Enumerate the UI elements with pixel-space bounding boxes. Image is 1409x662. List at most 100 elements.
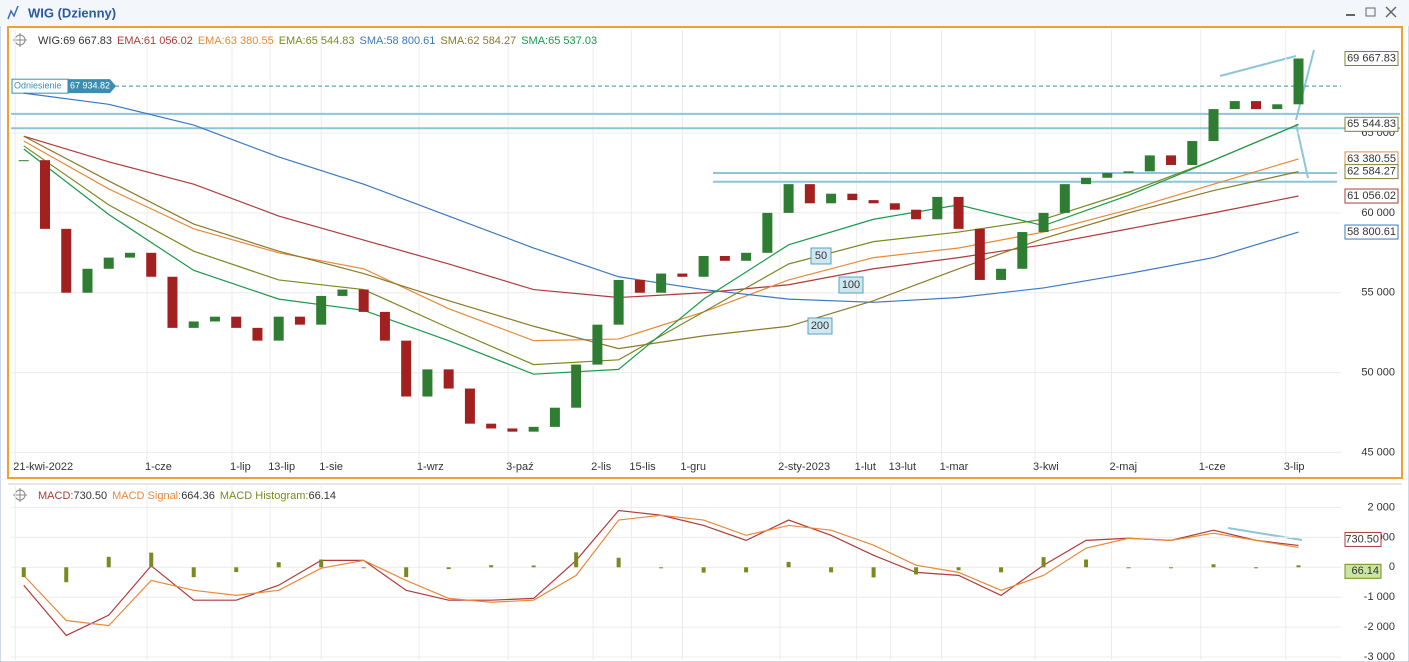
legend-name: SMA: (360, 35, 387, 47)
y-tick-label: 50 000 (1361, 366, 1395, 378)
candle-body (677, 273, 688, 277)
histogram-bar (999, 567, 1004, 573)
histogram-bar (1254, 567, 1259, 569)
candle-body (146, 252, 157, 277)
x-tick-label: 15-lis (629, 461, 656, 473)
x-tick-label: 13-lut (889, 461, 917, 473)
histogram-bar (616, 557, 621, 568)
ma-period-label: 50 (815, 250, 827, 262)
x-tick-label: 2-sty-2023 (778, 461, 830, 473)
histogram-bar (701, 567, 706, 573)
legend-name: MACD: (38, 490, 73, 502)
y-tick-label: 45 000 (1361, 446, 1395, 458)
close-button[interactable] (1385, 6, 1397, 18)
histogram-bar (744, 567, 749, 573)
macd-line (23, 514, 1299, 627)
x-tick-label: 2-maj (1110, 461, 1138, 473)
moving-average-line (23, 135, 1299, 350)
legend: WIG:69 667.83 EMA:61 056.02 EMA:63 380.55 E… (38, 35, 597, 47)
candle-body (1144, 155, 1155, 172)
x-tick-label: 1-mar (940, 461, 969, 473)
histogram-bar (319, 559, 324, 568)
legend-name: SMA: (521, 35, 548, 47)
candle-body (252, 327, 263, 341)
ma-period-label: 100 (842, 279, 860, 291)
axis-value-label: 66.14 (1351, 565, 1379, 577)
x-tick-label: 1-cze (145, 461, 172, 473)
candle-body (549, 407, 560, 427)
window-title: WIG (Dzienny) (28, 5, 116, 20)
candle-body (719, 256, 730, 261)
x-tick-label: 2-lis (591, 461, 612, 473)
histogram-bar (1211, 564, 1216, 568)
histogram-bar (106, 556, 111, 568)
candle-body (82, 268, 93, 293)
candle-body (996, 268, 1007, 280)
axis-value-tag (1344, 224, 1399, 240)
axis-value-tag (1344, 164, 1399, 180)
candle-body (124, 252, 135, 258)
histogram-bar (829, 567, 834, 573)
candle-body (1038, 212, 1049, 233)
candle-body (507, 428, 518, 432)
candle-body (698, 256, 709, 277)
candle-body (1017, 232, 1028, 269)
moving-average-line (23, 135, 1299, 299)
axis-value-label: 61 056.02 (1347, 190, 1396, 202)
candle-body (209, 316, 220, 322)
axis-value-label: 730.50 (1345, 533, 1379, 545)
candle-body (656, 273, 667, 293)
x-tick-label: 1-lut (855, 461, 876, 473)
x-tick-label: 1-cze (1199, 461, 1226, 473)
axis-value-label: 65 544.83 (1347, 118, 1396, 130)
legend-value: 58 800.61 (386, 35, 435, 47)
candle-body (1102, 172, 1113, 178)
reference-label: Odniesienie (14, 81, 62, 91)
y-tick-label: -1 000 (1364, 591, 1395, 603)
x-tick-label: 3-kwi (1033, 461, 1059, 473)
candle-body (1272, 104, 1283, 110)
histogram-bar (191, 567, 196, 578)
axis-value-label: 62 584.27 (1347, 166, 1396, 178)
legend-value: 66.14 (308, 490, 336, 502)
ma-period-tag (838, 276, 864, 294)
candle-body (741, 252, 752, 261)
restore-button[interactable] (1365, 7, 1376, 17)
candle-body (337, 289, 348, 296)
histogram-bar (489, 565, 494, 568)
candle-body (1293, 58, 1304, 105)
candle-body (358, 289, 369, 312)
candle-body (1081, 177, 1092, 185)
candle-body (613, 279, 624, 325)
axis-value-tag (1344, 563, 1382, 579)
candle-body (103, 257, 114, 269)
axis-value-tag (1344, 116, 1399, 132)
candle-body (231, 316, 242, 328)
reference-value: 67 934.82 (70, 81, 110, 91)
candle-body (39, 160, 50, 229)
histogram-bar (659, 567, 664, 569)
candle-body (762, 212, 773, 253)
legend-name: SMA: (440, 35, 467, 47)
axis-value-label: 63 380.55 (1347, 153, 1396, 165)
chart-icon (7, 5, 19, 20)
y-tick-label: -2 000 (1364, 621, 1395, 633)
legend-value: 62 584.27 (467, 35, 516, 47)
histogram-bar (149, 552, 154, 568)
candle-body (379, 311, 390, 341)
histogram-bar (786, 561, 791, 568)
candle-body (273, 316, 284, 341)
y-tick-label: 60 000 (1361, 207, 1395, 219)
legend-name: EMA: (198, 35, 225, 47)
histogram-bar (574, 552, 579, 568)
legend-value: 65 537.03 (548, 35, 597, 47)
candle-body (188, 321, 199, 328)
minimize-button[interactable] (1346, 14, 1355, 16)
candle-body (1251, 101, 1262, 110)
candle-body (592, 324, 603, 365)
candle-body (422, 369, 433, 397)
histogram-bar (1296, 565, 1301, 568)
candle-body (1166, 155, 1177, 165)
legend-value: 730.50 (73, 490, 107, 502)
